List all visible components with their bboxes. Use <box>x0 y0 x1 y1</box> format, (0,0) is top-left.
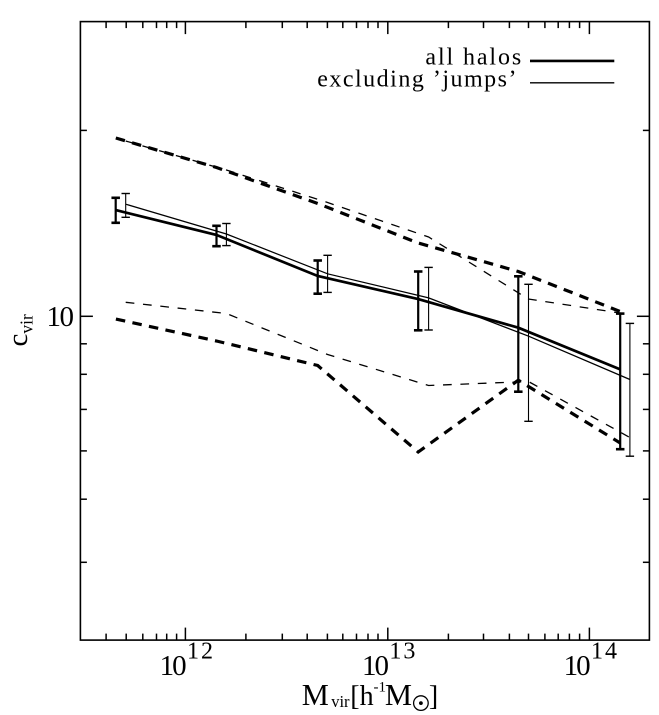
svg-text:all halos: all halos <box>425 45 523 71</box>
svg-text:-1: -1 <box>374 679 387 695</box>
svg-text:cvir: cvir <box>2 314 37 346</box>
svg-text:excluding ’jumps’: excluding ’jumps’ <box>317 67 518 93</box>
svg-text:10: 10 <box>47 301 74 333</box>
svg-text:14: 14 <box>591 639 619 665</box>
svg-text:M: M <box>302 678 329 712</box>
svg-text:13: 13 <box>389 639 417 665</box>
svg-text:]: ] <box>429 681 438 712</box>
svg-text:12: 12 <box>187 639 215 665</box>
svg-text:vir: vir <box>331 692 350 711</box>
svg-text:M: M <box>385 678 412 712</box>
svg-text:[h: [h <box>350 681 373 712</box>
svg-text:10: 10 <box>362 650 389 682</box>
svg-text:10: 10 <box>160 650 187 682</box>
svg-text:10: 10 <box>564 650 591 682</box>
